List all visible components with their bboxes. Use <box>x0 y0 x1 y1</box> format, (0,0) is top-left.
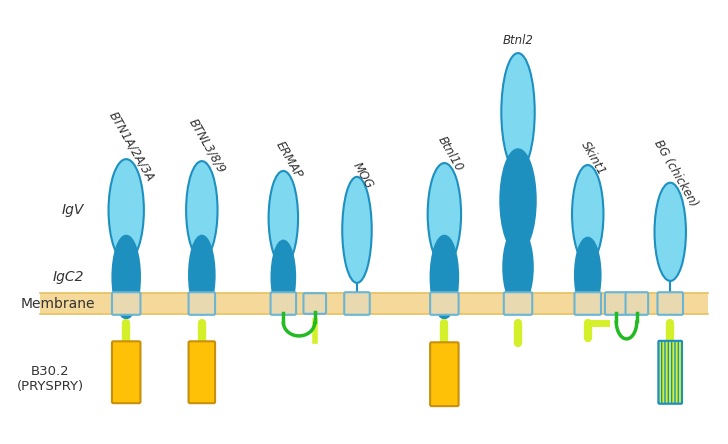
FancyBboxPatch shape <box>430 292 459 315</box>
FancyBboxPatch shape <box>271 292 296 315</box>
FancyBboxPatch shape <box>112 292 141 315</box>
Ellipse shape <box>654 183 686 281</box>
Ellipse shape <box>431 236 458 318</box>
FancyBboxPatch shape <box>625 292 648 315</box>
Ellipse shape <box>189 236 215 314</box>
FancyBboxPatch shape <box>189 341 215 403</box>
FancyBboxPatch shape <box>304 293 326 314</box>
Text: BG (chicken): BG (chicken) <box>652 138 700 210</box>
Ellipse shape <box>503 228 533 306</box>
Ellipse shape <box>572 165 604 263</box>
Text: Btnl10: Btnl10 <box>435 134 465 174</box>
Ellipse shape <box>427 163 461 265</box>
Text: Skint1: Skint1 <box>579 139 609 177</box>
Text: B30.2
(PRYSPRY): B30.2 (PRYSPRY) <box>17 365 84 393</box>
Text: BTN1A/2A/3A: BTN1A/2A/3A <box>106 109 157 183</box>
Text: BTNL3/8/9: BTNL3/8/9 <box>186 116 229 176</box>
Text: MOG: MOG <box>350 160 376 191</box>
Ellipse shape <box>575 238 601 312</box>
FancyBboxPatch shape <box>657 292 683 315</box>
Ellipse shape <box>186 161 218 259</box>
FancyBboxPatch shape <box>574 292 601 315</box>
Text: IgV: IgV <box>62 203 84 217</box>
Ellipse shape <box>272 241 295 313</box>
FancyBboxPatch shape <box>658 341 682 404</box>
FancyBboxPatch shape <box>504 292 532 315</box>
Text: Btnl2: Btnl2 <box>502 34 534 47</box>
Text: ERMAP: ERMAP <box>273 139 305 181</box>
Ellipse shape <box>502 53 534 171</box>
FancyBboxPatch shape <box>605 292 628 315</box>
FancyBboxPatch shape <box>344 292 370 315</box>
Ellipse shape <box>108 159 144 261</box>
Text: IgC2: IgC2 <box>52 270 84 284</box>
FancyBboxPatch shape <box>189 292 215 315</box>
FancyBboxPatch shape <box>112 341 141 403</box>
Text: Membrane: Membrane <box>20 297 95 310</box>
Ellipse shape <box>269 171 298 265</box>
Ellipse shape <box>342 177 372 283</box>
Ellipse shape <box>500 149 536 251</box>
FancyBboxPatch shape <box>430 342 459 406</box>
FancyBboxPatch shape <box>40 293 708 314</box>
Ellipse shape <box>112 236 140 318</box>
